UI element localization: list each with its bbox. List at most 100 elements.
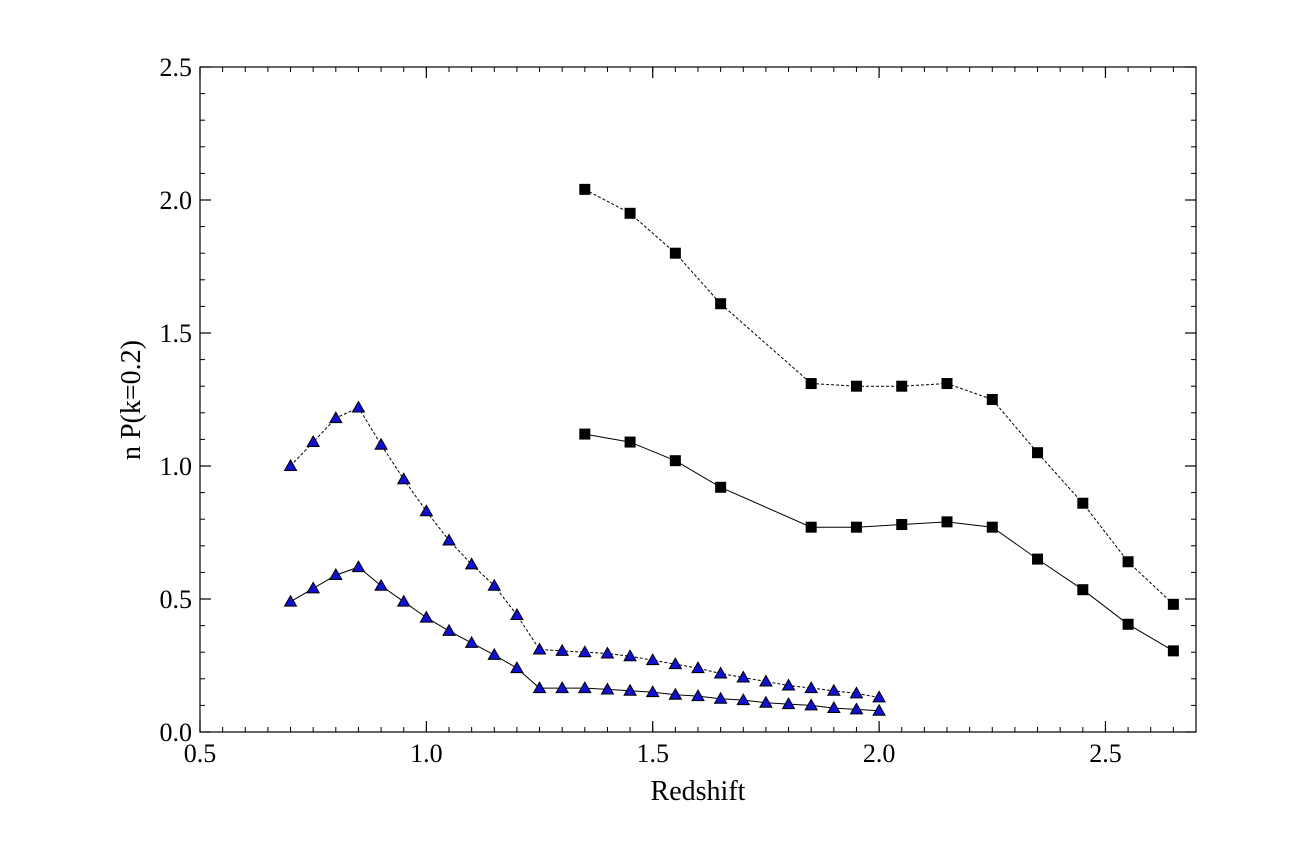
data-point-triangle <box>510 607 524 620</box>
data-point-triangle <box>759 695 773 708</box>
data-point-triangle <box>804 698 819 711</box>
data-point-square <box>805 521 817 533</box>
data-point-triangle <box>849 702 864 715</box>
data-point-triangle <box>555 681 570 694</box>
data-point-square <box>1077 497 1089 509</box>
data-point-triangle <box>713 666 728 679</box>
data-point-triangle <box>351 400 366 413</box>
data-point-triangle <box>872 690 886 703</box>
data-point-triangle <box>555 643 570 656</box>
x-tick-label: 2.0 <box>863 739 896 768</box>
data-point-triangle <box>328 411 343 424</box>
y-tick-label: 1.0 <box>160 452 193 481</box>
data-point-square <box>715 481 727 493</box>
data-point-square <box>669 247 681 259</box>
data-point-triangle <box>736 693 751 706</box>
minor-ticks <box>199 66 1197 733</box>
data-point-triangle <box>374 437 388 450</box>
x-tick-label: 1.5 <box>636 739 669 768</box>
data-point-triangle <box>532 681 547 694</box>
y-tick-label: 0.5 <box>160 585 193 614</box>
data-point-square <box>624 207 636 219</box>
data-point-triangle <box>623 649 637 662</box>
data-point-triangle <box>849 686 864 699</box>
series-4 <box>579 428 1179 657</box>
data-point-square <box>1122 618 1134 630</box>
data-point-square <box>896 380 908 392</box>
data-point-triangle <box>668 687 683 700</box>
data-point-triangle <box>464 635 479 648</box>
data-point-square <box>805 378 817 390</box>
data-point-square <box>579 428 591 440</box>
tick-labels: 0.5 1.0 1.5 2.0 2.50.00.51.01.52.02.5 <box>160 53 1122 768</box>
data-point-triangle <box>328 568 343 581</box>
data-point-square <box>896 519 908 531</box>
data-point-triangle <box>419 504 434 517</box>
data-point-triangle <box>442 533 456 546</box>
data-point-square <box>1167 645 1179 657</box>
data-point-triangle <box>577 645 592 658</box>
data-point-triangle <box>713 691 728 704</box>
major-ticks <box>199 66 1196 733</box>
data-point-triangle <box>306 435 321 448</box>
data-point-triangle <box>306 581 321 594</box>
data-point-triangle <box>759 674 773 687</box>
y-tick-label: 2.0 <box>160 186 193 215</box>
data-point-triangle <box>600 682 615 695</box>
data-point-triangle <box>374 578 388 591</box>
data-point-square <box>941 378 953 390</box>
data-point-triangle <box>487 647 502 660</box>
series-layer <box>283 183 1179 716</box>
y-tick-label: 1.5 <box>160 319 193 348</box>
data-point-square <box>624 436 636 448</box>
data-point-triangle <box>872 703 886 716</box>
series-line <box>584 433 1174 652</box>
plot-frame <box>199 66 1197 733</box>
data-point-square <box>850 380 862 392</box>
data-point-square <box>715 298 727 310</box>
data-point-triangle <box>396 594 411 607</box>
series-2 <box>283 560 886 716</box>
data-point-triangle <box>804 681 819 694</box>
data-point-triangle <box>736 670 751 683</box>
data-point-square <box>579 183 591 195</box>
data-point-square <box>941 516 953 528</box>
data-point-square <box>1167 598 1179 610</box>
data-point-triangle <box>691 689 705 702</box>
data-point-square <box>1032 447 1044 459</box>
data-point-square <box>986 521 998 533</box>
series-1 <box>283 400 886 703</box>
data-point-square <box>1122 556 1134 568</box>
data-point-square <box>669 455 681 467</box>
y-axis-title: n P(k=0.2) <box>116 340 147 460</box>
data-point-square <box>1032 553 1044 565</box>
data-point-triangle <box>781 697 796 710</box>
data-point-triangle <box>283 594 298 607</box>
data-point-triangle <box>419 610 434 623</box>
data-point-triangle <box>487 578 502 591</box>
x-tick-label: 0.5 <box>184 739 217 768</box>
data-point-triangle <box>645 653 660 666</box>
data-point-triangle <box>623 683 637 696</box>
data-point-triangle <box>781 678 796 691</box>
data-point-triangle <box>442 623 456 636</box>
data-point-square <box>850 521 862 533</box>
data-point-triangle <box>826 683 841 696</box>
data-point-triangle <box>464 557 479 570</box>
x-tick-label: 2.5 <box>1089 739 1122 768</box>
series-3 <box>579 183 1179 610</box>
data-point-triangle <box>691 661 705 674</box>
x-tick-label: 1.0 <box>410 739 443 768</box>
data-point-triangle <box>668 657 683 670</box>
data-point-triangle <box>396 472 411 485</box>
data-point-triangle <box>577 681 592 694</box>
data-point-triangle <box>532 642 547 655</box>
y-tick-label: 0.0 <box>160 718 193 747</box>
data-point-triangle <box>826 701 841 714</box>
data-point-triangle <box>645 685 660 698</box>
data-point-triangle <box>283 458 298 471</box>
data-point-square <box>1077 584 1089 596</box>
data-point-square <box>986 394 998 405</box>
data-point-triangle <box>351 560 366 573</box>
